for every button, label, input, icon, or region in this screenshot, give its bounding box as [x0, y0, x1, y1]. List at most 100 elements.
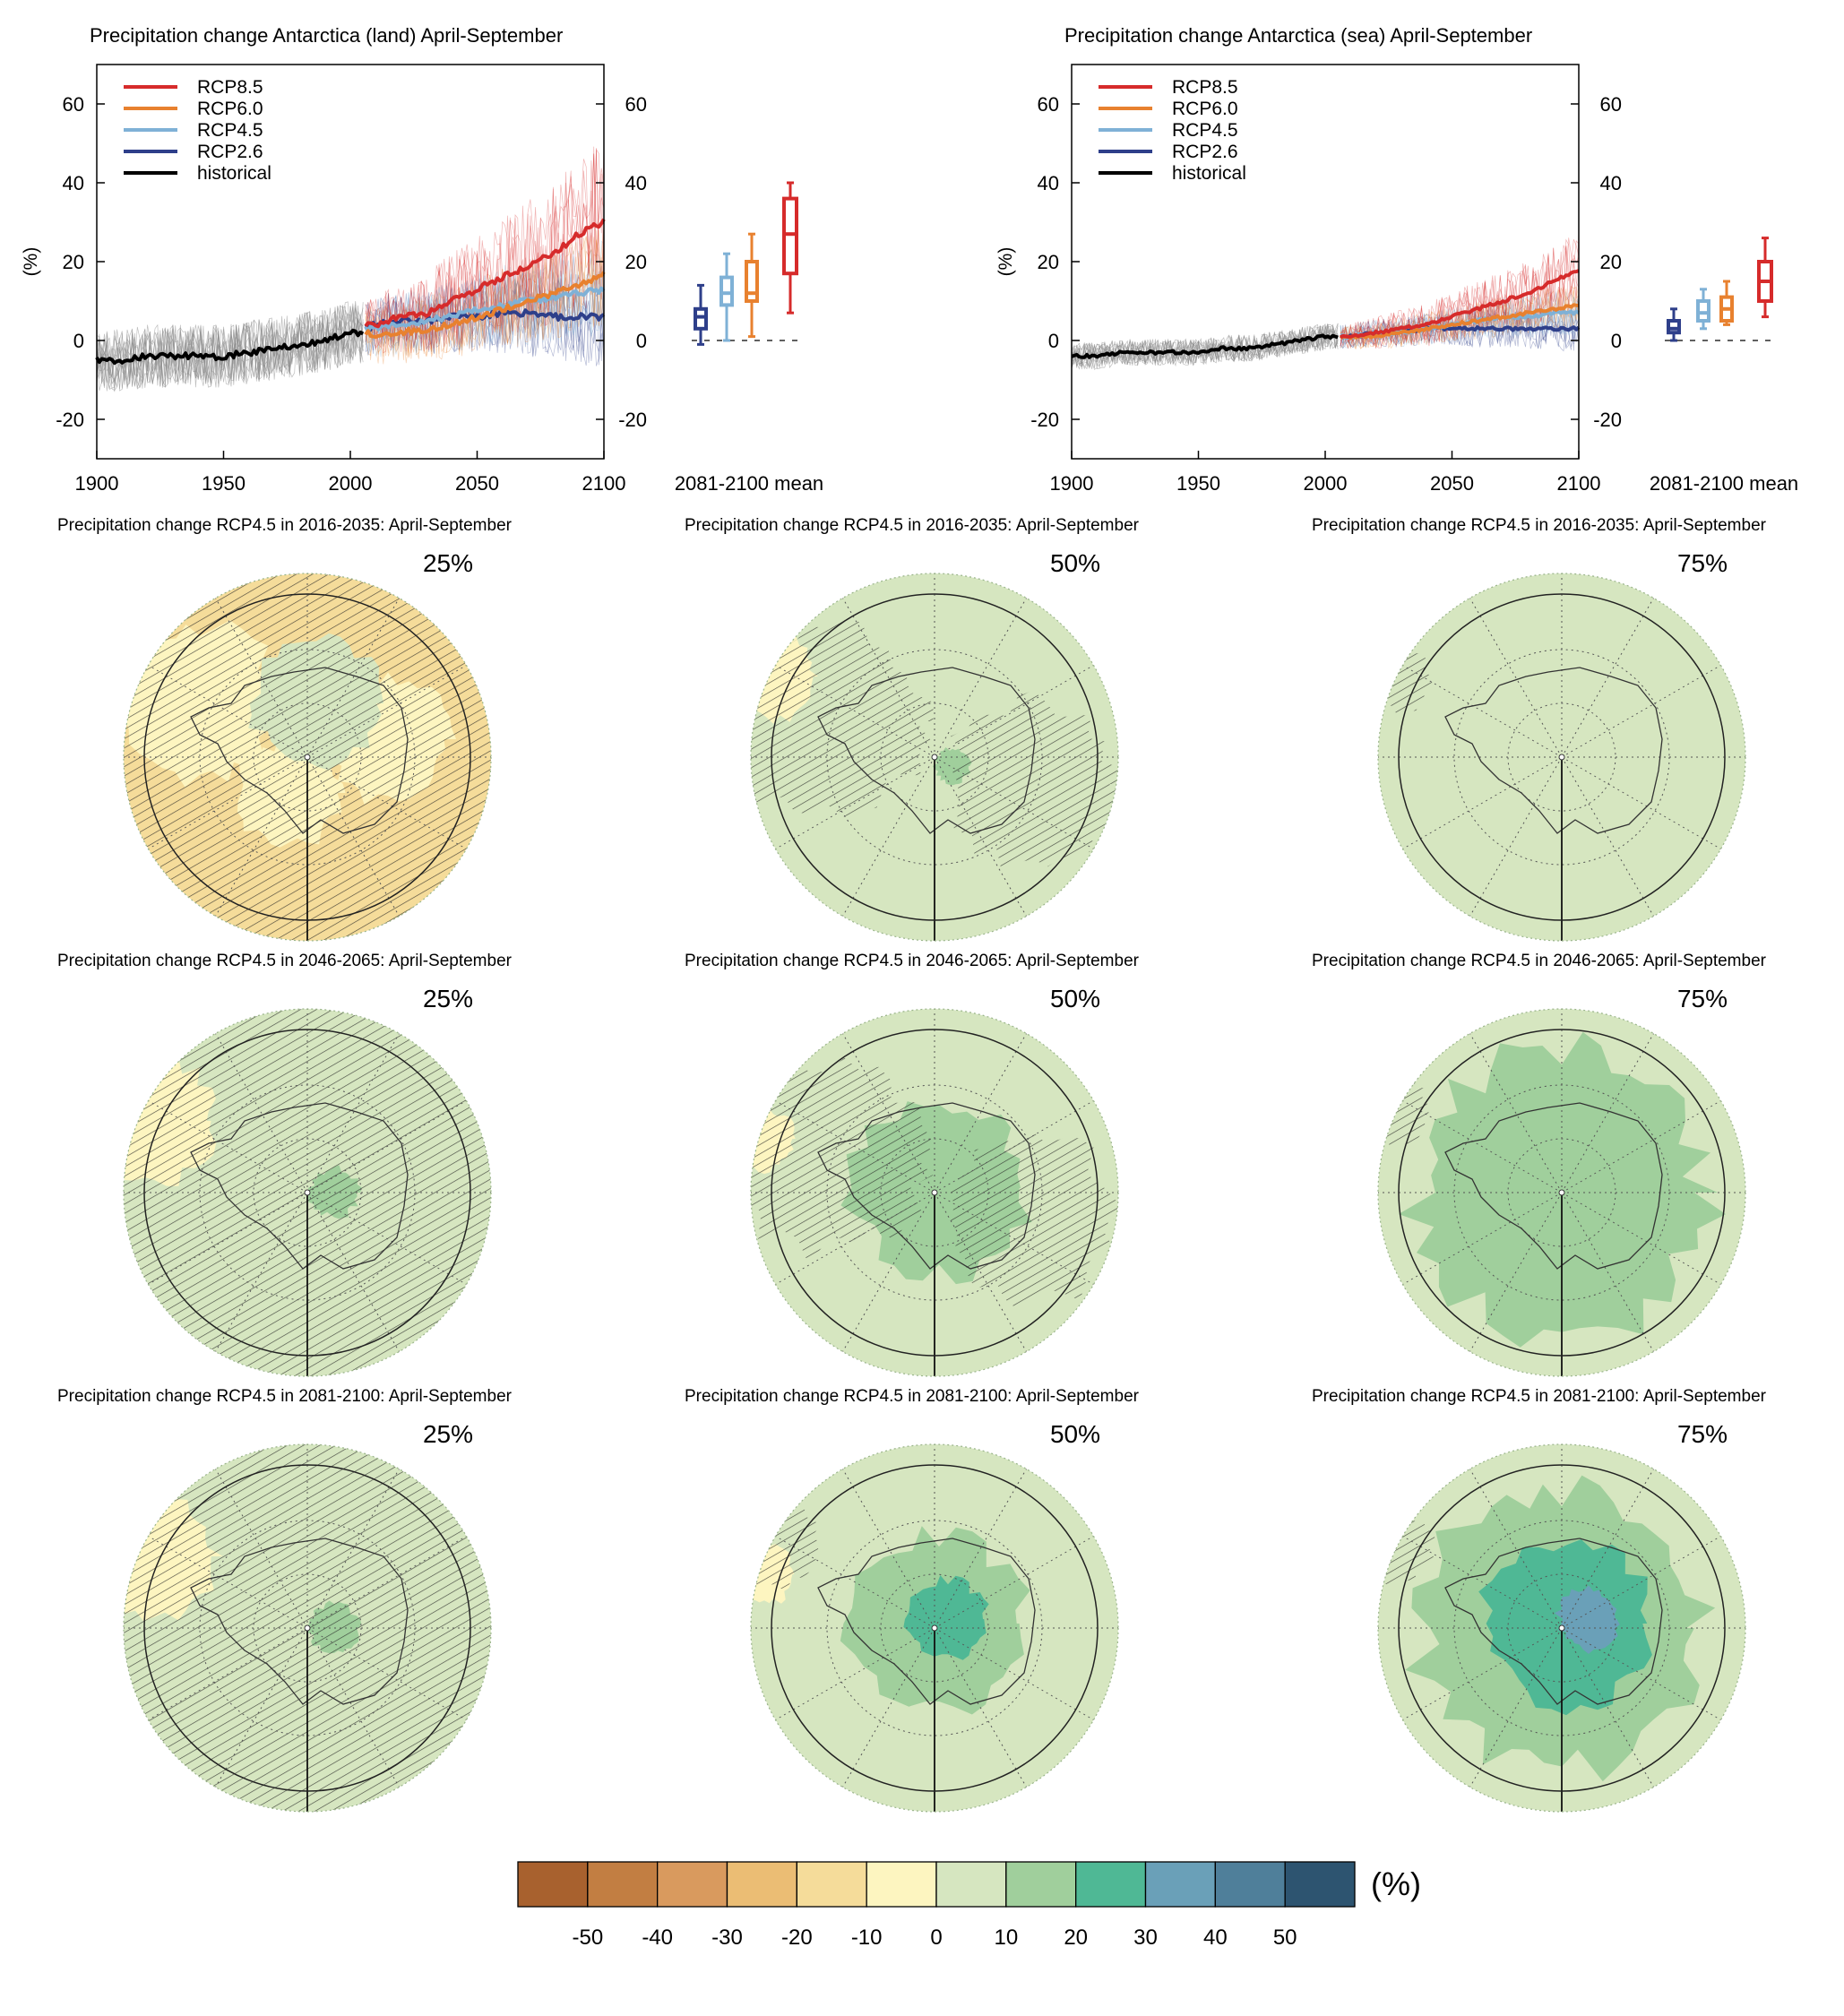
longitude-line: [1561, 1469, 1654, 1629]
field-patch: [1489, 1098, 1651, 1282]
longitude-line: [215, 598, 308, 758]
longitude-line: [775, 1100, 935, 1193]
region-boundary-circle: [1398, 1029, 1726, 1357]
longitude-line: [1561, 1192, 1721, 1285]
boxplot-label: 2081-2100 mean: [675, 472, 823, 495]
longitude-line: [842, 1033, 935, 1193]
ensemble-member-rcp60: [1340, 287, 1580, 350]
longitude-line: [1561, 756, 1721, 849]
colorbar-tick-label: -50: [572, 1926, 603, 1950]
colorbar-segment: [866, 1861, 937, 1908]
longitude-line: [306, 1192, 400, 1352]
colorbar-segment: [517, 1861, 589, 1908]
colorbar-segment: [1075, 1861, 1147, 1908]
map-content: [751, 1444, 1118, 1812]
land-outline: [1444, 667, 1663, 834]
ensemble-member-rcp26: [1340, 307, 1580, 349]
longitude-line: [306, 1627, 467, 1720]
colorbar-segment: [796, 1861, 867, 1908]
series-line-rcp60: [1339, 303, 1580, 340]
colorbar-tick-label: -20: [781, 1926, 813, 1950]
map-edge: [750, 573, 1119, 942]
longitude-line: [1561, 1627, 1654, 1788]
chart-title: Precipitation change Antarctica (land) A…: [90, 24, 563, 47]
boxplot-box: [782, 196, 798, 276]
map-edge: [1377, 573, 1746, 942]
legend-label: historical: [1172, 163, 1246, 184]
colorbar-tick-label: 20: [1064, 1926, 1088, 1950]
x-tick-label: 2050: [1430, 472, 1474, 495]
boxplot-box: [1696, 299, 1710, 323]
plot-frame: [96, 64, 605, 460]
longitude-line: [842, 1192, 935, 1352]
percentile-label: 50%: [1050, 985, 1100, 1012]
timeseries-panel: Precipitation change Antarctica (sea) Ap…: [995, 24, 1798, 495]
y-axis-label: (%): [995, 247, 1016, 277]
longitude-line: [1561, 1033, 1654, 1193]
region-boundary-circle: [1398, 593, 1726, 921]
map-title: Precipitation change RCP4.5 in 2081-2100…: [685, 1387, 1140, 1406]
land-outline: [1444, 1102, 1663, 1270]
south-pole-marker: [1558, 1624, 1565, 1632]
colorbar-segment: [587, 1861, 659, 1908]
y-tick-label-right: 60: [625, 93, 647, 116]
map-content: [1378, 1009, 1745, 1376]
map-content: [751, 573, 1118, 941]
longitude-line: [775, 1536, 935, 1629]
y-tick-label-right: 20: [1600, 251, 1622, 273]
south-pole-marker: [1558, 1189, 1565, 1196]
south-pole-marker: [304, 754, 311, 761]
land-outline: [190, 667, 409, 834]
percentile-label: 25%: [423, 985, 473, 1012]
south-pole-marker: [931, 754, 938, 761]
ensemble-member-rcp85: [365, 146, 605, 350]
map-title: Precipitation change RCP4.5 in 2046-2065…: [57, 952, 513, 970]
y-tick-label-right: 0: [636, 330, 647, 352]
percentile-label: 25%: [423, 549, 473, 577]
colorbar-tick-label: -30: [711, 1926, 743, 1950]
legend-label: RCP4.5: [1172, 120, 1238, 141]
land-outline: [190, 1102, 409, 1270]
ensemble-member-rcp60: [1340, 286, 1580, 349]
legend-label: RCP2.6: [197, 142, 263, 162]
ensemble-member-rcp45: [1340, 297, 1580, 348]
ensemble-member-rcp85: [365, 154, 605, 354]
map-title: Precipitation change RCP4.5 in 2016-2035…: [1312, 516, 1767, 535]
percentile-label: 50%: [1050, 1420, 1100, 1448]
y-tick-label-right: 60: [1600, 93, 1622, 116]
longitude-line: [842, 598, 935, 758]
longitude-line: [306, 1192, 467, 1285]
colorbar-segment: [1284, 1861, 1356, 1908]
y-tick-label: 60: [63, 93, 84, 116]
boxplot-box: [745, 260, 759, 303]
longitude-line: [306, 756, 467, 849]
map-edge: [123, 1008, 492, 1377]
significance-hatching: [751, 616, 934, 817]
boxplot-group: [1665, 237, 1774, 342]
longitude-line: [934, 756, 1094, 849]
longitude-line: [148, 1627, 308, 1720]
map-edge: [1377, 1443, 1746, 1813]
longitude-line: [842, 1627, 935, 1788]
x-tick-label: 2050: [455, 472, 499, 495]
colorbar-segment: [657, 1861, 728, 1908]
region-boundary-circle: [143, 593, 471, 921]
significance-hatching: [751, 1496, 821, 1590]
longitude-line: [775, 1192, 935, 1285]
boxplot-box: [1667, 319, 1681, 335]
longitude-line: [215, 1192, 308, 1352]
percentile-label: 75%: [1677, 549, 1728, 577]
series-line-historical: [1071, 333, 1339, 359]
x-tick-label: 2000: [329, 472, 373, 495]
south-pole-marker: [304, 1624, 311, 1632]
colorbar-segment: [1214, 1861, 1286, 1908]
map-content: [124, 1009, 491, 1376]
map-panel: Precipitation change RCP4.5 in 2046-2065…: [1312, 952, 1767, 1377]
chart-title: Precipitation change Antarctica (sea) Ap…: [1064, 24, 1532, 47]
significance-hatching: [949, 1132, 1118, 1310]
y-tick-label: 20: [1038, 251, 1059, 273]
map-title: Precipitation change RCP4.5 in 2081-2100…: [57, 1387, 513, 1406]
longitude-line: [1469, 1469, 1563, 1629]
ensemble-member-rcp85: [365, 153, 605, 352]
map-panel: Precipitation change RCP4.5 in 2081-2100…: [685, 1387, 1140, 1813]
